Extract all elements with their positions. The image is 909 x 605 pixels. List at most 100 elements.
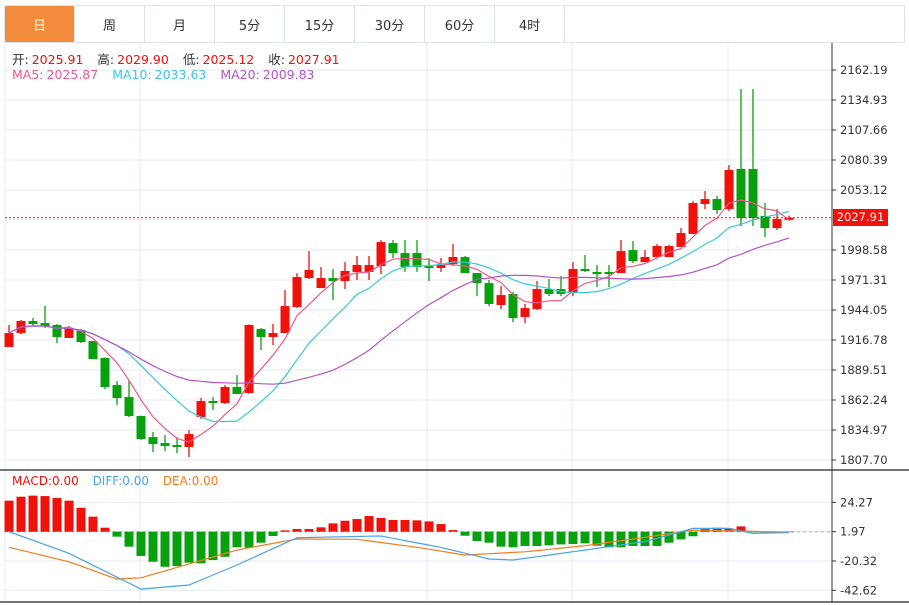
tab-30min[interactable]: 30分 bbox=[355, 6, 425, 42]
y-tick-label: 1807.70 bbox=[840, 453, 888, 467]
candle-down bbox=[124, 397, 134, 416]
ma5-value: 2025.87 bbox=[46, 67, 99, 82]
candle-down bbox=[748, 169, 758, 219]
tab-month[interactable]: 月 bbox=[145, 6, 215, 42]
macd-bar-positive bbox=[736, 526, 746, 532]
macd-bar-negative bbox=[604, 531, 614, 548]
candle-up bbox=[688, 202, 698, 235]
candle-up bbox=[316, 278, 326, 289]
candle-down bbox=[388, 243, 398, 254]
macd-bar-negative bbox=[220, 531, 230, 557]
tab-day[interactable]: 日 bbox=[5, 6, 75, 42]
candle-up bbox=[4, 333, 14, 348]
candle-down bbox=[328, 278, 338, 282]
macd-bar-positive bbox=[4, 500, 14, 532]
period-tabs: 日 周 月 5分 15分 30分 60分 4时 bbox=[4, 5, 905, 43]
candle-down bbox=[460, 257, 470, 274]
tab-4hour[interactable]: 4时 bbox=[495, 6, 565, 42]
macd-bar-negative bbox=[688, 531, 698, 537]
candle-up bbox=[676, 233, 686, 248]
macd-bar-negative bbox=[508, 531, 518, 548]
close-label: 收: bbox=[268, 52, 285, 67]
ma20-value: 2009.83 bbox=[262, 67, 315, 82]
candle-up bbox=[700, 199, 710, 204]
candle-up bbox=[304, 270, 314, 279]
macd-bar-positive bbox=[364, 516, 374, 532]
candle-down bbox=[400, 253, 410, 268]
macd-bar-negative bbox=[496, 531, 506, 547]
dea-label: DEA: bbox=[162, 474, 192, 488]
open-value: 2025.91 bbox=[31, 52, 84, 67]
y-tick-label: 2134.93 bbox=[840, 93, 888, 107]
macd-bar-positive bbox=[52, 498, 62, 532]
macd-bar-negative bbox=[460, 531, 470, 536]
candle-up bbox=[652, 246, 662, 258]
tab-week[interactable]: 周 bbox=[75, 6, 145, 42]
ma10-value: 2033.63 bbox=[154, 67, 207, 82]
candle-up bbox=[436, 265, 446, 269]
diff-label: DIFF: bbox=[92, 474, 123, 488]
candle-down bbox=[256, 329, 266, 338]
macd-bar-negative bbox=[484, 531, 494, 543]
macd-bar-negative bbox=[148, 531, 158, 562]
candle-down bbox=[544, 289, 554, 294]
tab-5min[interactable]: 5分 bbox=[215, 6, 285, 42]
macd-bar-positive bbox=[340, 520, 350, 532]
macd-bar-positive bbox=[328, 523, 338, 532]
macd-bar-positive bbox=[100, 527, 110, 532]
candle-up bbox=[496, 295, 506, 305]
macd-bar-positive bbox=[412, 520, 422, 532]
macd-bar-negative bbox=[748, 531, 758, 533]
y-tick-label: 1944.05 bbox=[840, 303, 888, 317]
y-tick-label: 1834.97 bbox=[840, 423, 888, 437]
diff-value: 0.00 bbox=[122, 474, 149, 488]
macd-bar-positive bbox=[388, 519, 398, 532]
macd-bar-positive bbox=[76, 507, 86, 532]
candle-up bbox=[196, 401, 206, 418]
tab-15min[interactable]: 15分 bbox=[285, 6, 355, 42]
macd-bar-positive bbox=[40, 496, 50, 532]
tab-60min[interactable]: 60分 bbox=[425, 6, 495, 42]
candle-down bbox=[136, 415, 146, 439]
y-tick-label: 1916.78 bbox=[840, 333, 888, 347]
candle-up bbox=[268, 333, 278, 338]
y-tick-label: 2107.66 bbox=[840, 123, 888, 137]
candle-up bbox=[280, 306, 290, 334]
candle-down bbox=[172, 445, 182, 448]
candle-down bbox=[472, 273, 482, 284]
macd-bar-positive bbox=[400, 519, 410, 532]
macd-bar-positive bbox=[16, 496, 26, 532]
candle-down bbox=[232, 387, 242, 394]
macd-bar-negative bbox=[592, 531, 602, 546]
candle-up bbox=[532, 289, 542, 310]
candle-up bbox=[772, 219, 782, 229]
candle-down bbox=[76, 330, 86, 343]
macd-bar-negative bbox=[124, 531, 134, 547]
y-tick-label: 2080.39 bbox=[840, 153, 888, 167]
candle-up bbox=[220, 387, 230, 404]
high-label: 高: bbox=[97, 52, 115, 67]
macd-bar-negative bbox=[232, 531, 242, 548]
candle-up bbox=[364, 265, 374, 272]
macd-bar-negative bbox=[556, 531, 566, 545]
macd-bar-positive bbox=[88, 516, 98, 532]
macd-bar-negative bbox=[640, 531, 650, 546]
y-tick-label: 1998.58 bbox=[840, 243, 888, 257]
candle-down bbox=[592, 271, 602, 275]
candle-up bbox=[784, 217, 794, 220]
ma20-line bbox=[8, 237, 790, 385]
macd-bar-negative bbox=[196, 531, 206, 564]
macd-bar-positive bbox=[316, 527, 326, 532]
macd-bar-positive bbox=[436, 524, 446, 532]
candle-down bbox=[484, 283, 494, 304]
candle-down bbox=[52, 325, 62, 338]
macd-y-tick-label: 1.97 bbox=[840, 525, 866, 539]
macd-y-tick-label: -20.32 bbox=[840, 554, 877, 568]
y-tick-label: 1862.24 bbox=[840, 393, 888, 407]
candle-up bbox=[64, 327, 74, 338]
macd-readout: MACD:0.00 DIFF:0.00 DEA:0.00 bbox=[12, 474, 221, 488]
candle-down bbox=[712, 199, 722, 211]
ma10-label: MA10: bbox=[112, 67, 152, 82]
macd-bar-negative bbox=[112, 531, 122, 537]
